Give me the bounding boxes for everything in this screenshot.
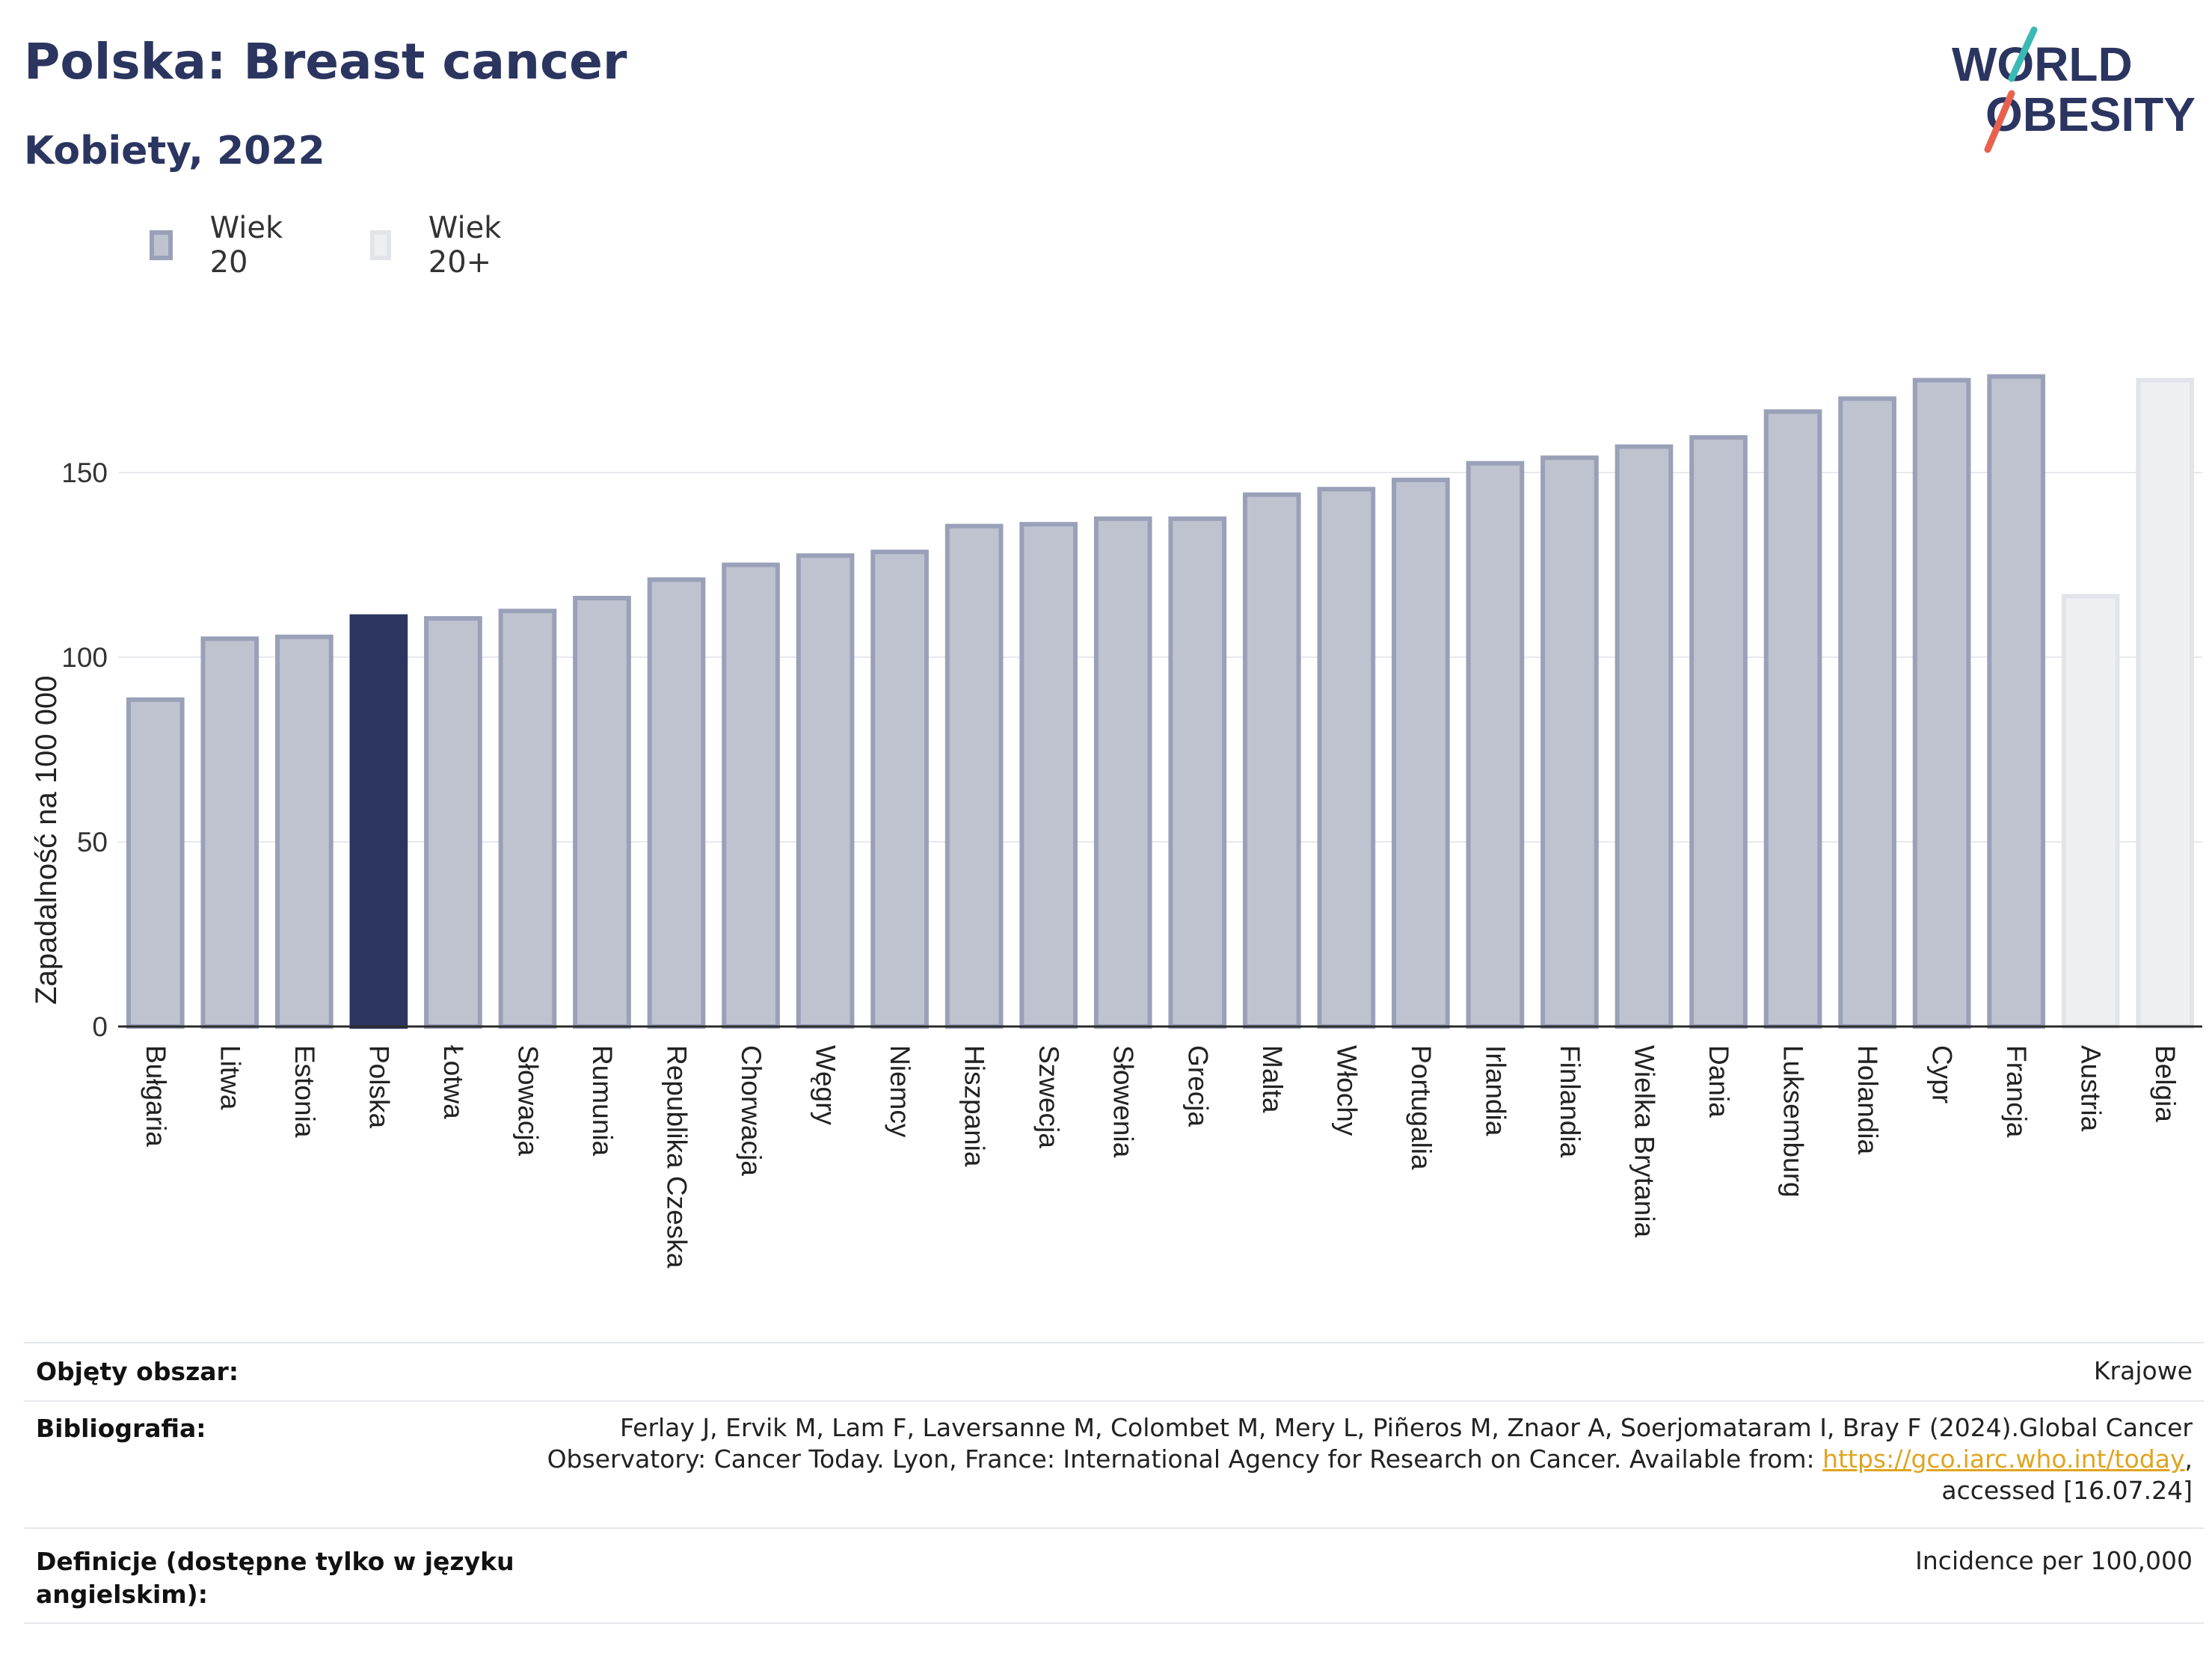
x-tick-label: Estonia bbox=[289, 1045, 320, 1138]
x-tick-label: Słowenia bbox=[1108, 1045, 1139, 1158]
x-tick-label: Litwa bbox=[215, 1045, 245, 1110]
bar bbox=[1242, 492, 1301, 1029]
meta-divider bbox=[24, 1622, 2205, 1624]
x-tick-label: Niemcy bbox=[885, 1045, 915, 1138]
x-tick-label: Cypr bbox=[1927, 1045, 1958, 1104]
bar bbox=[1019, 522, 1078, 1029]
x-tick-label: Austria bbox=[2076, 1045, 2107, 1132]
legend-label: Wiek 20+ bbox=[428, 211, 502, 280]
x-tick-label: Bułgaria bbox=[141, 1045, 171, 1147]
bar bbox=[1615, 444, 1674, 1029]
bar bbox=[275, 634, 334, 1029]
x-tick-label: Słowacja bbox=[512, 1045, 543, 1156]
x-tick-label: Holandia bbox=[1852, 1045, 1883, 1154]
x-tick-label: Portugalia bbox=[1406, 1045, 1437, 1170]
meta-value: Incidence per 100,000 bbox=[1915, 1546, 2193, 1575]
meta-row-area: Objęty obszar: Krajowe bbox=[24, 1342, 2205, 1402]
bar bbox=[349, 614, 408, 1029]
y-tick-label: 50 bbox=[77, 827, 108, 858]
bar-chart: 0 50 100 150 Zapadalność na 100 000 Bułgaria L… bbox=[30, 374, 2202, 1269]
bar bbox=[1093, 516, 1152, 1029]
legend-swatch bbox=[150, 230, 173, 260]
bar bbox=[1540, 455, 1599, 1029]
bar bbox=[424, 616, 482, 1029]
meta-row-bibliography: Bibliografia: Ferlay J, Ervik M, Lam F, … bbox=[24, 1400, 2205, 1529]
bar bbox=[1392, 477, 1450, 1029]
bibliography-line-3: accessed [16.07.24] bbox=[1941, 1476, 2193, 1505]
definitions-label-line-1: Definicje (dostępne tylko w języku bbox=[36, 1547, 514, 1576]
svg-text:WORLD: WORLD bbox=[1952, 37, 2133, 91]
y-tick-label: 150 bbox=[61, 458, 108, 488]
bar bbox=[2061, 594, 2120, 1029]
x-tick-label: Wielka Brytania bbox=[1629, 1045, 1659, 1237]
x-tick-label: Włochy bbox=[1331, 1045, 1362, 1136]
x-tick-label: Dania bbox=[1703, 1045, 1734, 1118]
bar bbox=[1317, 487, 1376, 1029]
x-tick-label: Chorwacja bbox=[736, 1045, 766, 1176]
bar bbox=[1168, 516, 1227, 1029]
bibliography-text: , bbox=[2184, 1444, 2193, 1474]
bar bbox=[944, 523, 1004, 1029]
x-tick-label: Rumunia bbox=[587, 1045, 618, 1156]
legend-item-wiek-20-plus[interactable]: Wiek 20+ bbox=[370, 211, 511, 280]
bar bbox=[722, 562, 780, 1029]
y-axis-label: Zapadalność na 100 000 bbox=[30, 676, 63, 1005]
x-tick-label: Szwecja bbox=[1033, 1045, 1064, 1148]
x-tick-label: Republika Czeska bbox=[662, 1045, 692, 1269]
x-tick-label: Francja bbox=[2001, 1045, 2032, 1138]
x-tick-label: Polska bbox=[363, 1045, 394, 1128]
bar bbox=[498, 609, 557, 1029]
definitions-label-line-2: angielskim): bbox=[36, 1580, 208, 1609]
bar bbox=[1689, 435, 1748, 1029]
meta-label: Bibliografia: bbox=[36, 1414, 206, 1443]
bar bbox=[1466, 461, 1525, 1029]
bibliography-text: Observatory: Cancer Today. Lyon, France:… bbox=[547, 1444, 1823, 1474]
y-tick-label: 100 bbox=[61, 642, 108, 673]
bibliography-line-1: Ferlay J, Ervik M, Lam F, Laversanne M, … bbox=[619, 1413, 2193, 1442]
meta-label: Objęty obszar: bbox=[36, 1357, 239, 1386]
bar bbox=[1987, 374, 2045, 1029]
x-tick-label: Grecja bbox=[1182, 1045, 1213, 1127]
source-link[interactable]: https://gco.iarc.who.int/today bbox=[1822, 1444, 2185, 1474]
bar bbox=[1838, 396, 1896, 1029]
legend-label: Wiek 20 bbox=[209, 211, 283, 280]
x-tick-label: Hiszpania bbox=[959, 1045, 990, 1167]
bar bbox=[1912, 378, 1971, 1029]
page-subtitle: Kobiety, 2022 bbox=[24, 129, 325, 173]
x-tick-label: Luksemburg bbox=[1778, 1045, 1809, 1198]
bar bbox=[1763, 409, 1822, 1029]
x-tick-label: Irlandia bbox=[1480, 1045, 1511, 1136]
x-tick-label: Malta bbox=[1257, 1045, 1288, 1113]
x-tick-label: Węgry bbox=[811, 1045, 841, 1125]
bar bbox=[647, 577, 706, 1029]
bar bbox=[796, 553, 855, 1029]
world-obesity-logo: WORLD OBESITY bbox=[1952, 26, 2196, 153]
x-tick-label: Finlandia bbox=[1555, 1045, 1585, 1158]
bar bbox=[870, 550, 929, 1029]
page-title: Polska: Breast cancer bbox=[24, 33, 627, 90]
bar bbox=[126, 697, 185, 1029]
meta-row-definitions: Definicje (dostępne tylko w języku angie… bbox=[24, 1527, 2205, 1624]
meta-value: Krajowe bbox=[2093, 1356, 2193, 1385]
x-tick-label: Belgia bbox=[2150, 1045, 2181, 1122]
legend-swatch bbox=[370, 230, 391, 260]
meta-value: Ferlay J, Ervik M, Lam F, Laversanne M, … bbox=[547, 1412, 2193, 1506]
bar bbox=[2136, 378, 2195, 1029]
svg-text:OBESITY: OBESITY bbox=[1985, 87, 2196, 141]
y-tick-label: 0 bbox=[92, 1012, 108, 1042]
bar bbox=[200, 636, 259, 1029]
x-tick-label: Łotwa bbox=[438, 1045, 469, 1119]
legend-item-wiek-20[interactable]: Wiek 20 bbox=[150, 211, 290, 280]
bar bbox=[573, 595, 631, 1029]
meta-label: Definicje (dostępne tylko w języku angie… bbox=[36, 1545, 514, 1611]
bibliography-line-2: Observatory: Cancer Today. Lyon, France:… bbox=[547, 1444, 2193, 1475]
